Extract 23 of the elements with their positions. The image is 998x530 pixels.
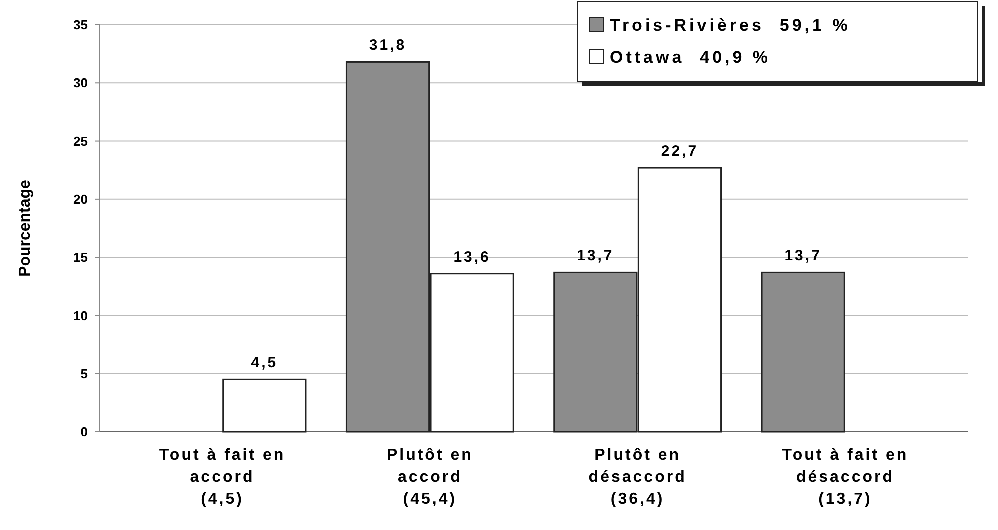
- data-label: 13,7: [784, 248, 822, 265]
- bar: [222, 378, 307, 433]
- x-tick-label: Tout à fait en désaccord (13,7): [782, 447, 909, 508]
- data-label: 13,6: [454, 248, 491, 266]
- y-tick-label: 5: [80, 366, 88, 382]
- y-tick-label: 25: [74, 134, 88, 149]
- y-tick-label: 0: [80, 424, 88, 440]
- y-axis-title: Pourcentage: [17, 180, 34, 277]
- x-tick-label: Plutôt en accord (45,4): [386, 447, 474, 508]
- y-tick-label: 30: [74, 76, 88, 91]
- data-label: 22,7: [661, 143, 699, 160]
- legend-label: Ottawa 40,9 %: [610, 48, 772, 67]
- y-tick-label: 35: [74, 18, 88, 33]
- y-tick-label: 20: [74, 192, 88, 207]
- x-tick-label: Tout à fait en accord (4,5): [159, 447, 286, 508]
- data-label: 4,5: [251, 354, 278, 372]
- y-tick-label: 10: [74, 308, 88, 324]
- data-label: 31,8: [369, 37, 407, 54]
- data-label: 13,7: [577, 248, 614, 265]
- bar: [761, 272, 846, 433]
- y-tick-label: 15: [74, 250, 88, 266]
- x-tick-label: Plutôt en désaccord (36,4): [588, 447, 687, 508]
- legend-label: Trois-Rivières 59,1 %: [610, 16, 851, 35]
